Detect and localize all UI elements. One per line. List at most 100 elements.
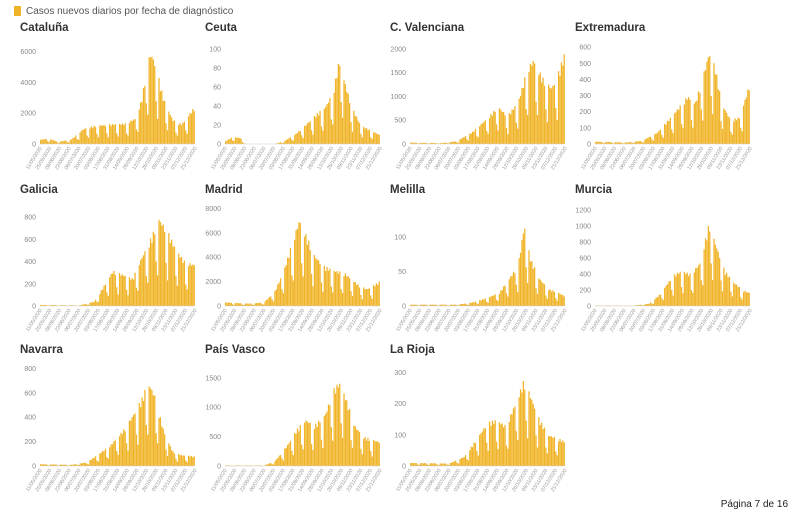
- chart-bar: [452, 304, 454, 306]
- chart-bar: [531, 260, 533, 306]
- chart-bar: [678, 273, 680, 306]
- chart-bar: [666, 120, 669, 144]
- chart-bar: [737, 287, 739, 306]
- chart-bar: [86, 135, 88, 144]
- chart-title: Melilla: [390, 184, 426, 196]
- chart-bar: [162, 428, 164, 466]
- chart-bar: [275, 459, 277, 466]
- chart-bar: [270, 296, 272, 306]
- chart-bar: [469, 302, 471, 306]
- chart-bar: [173, 120, 176, 144]
- chart-bar: [448, 143, 450, 144]
- chart-bar: [488, 297, 491, 306]
- chart-bar: [703, 249, 705, 306]
- chart-bar: [329, 268, 331, 306]
- chart-bar: [548, 290, 550, 306]
- chart-bar: [603, 143, 605, 144]
- chart-bar: [268, 297, 270, 306]
- chart-bar: [151, 243, 153, 306]
- chart-bar: [97, 461, 100, 466]
- chart-bar: [63, 464, 66, 466]
- chart-bar: [494, 112, 496, 144]
- chart-bar: [135, 434, 138, 466]
- chart-bar: [137, 444, 139, 466]
- chart-bar: [469, 450, 471, 466]
- chart-bar: [302, 276, 304, 306]
- chart-bar: [453, 304, 455, 306]
- chart-bar: [552, 290, 554, 306]
- y-tick-label: 1500: [205, 375, 221, 382]
- chart-bar: [688, 97, 690, 144]
- chart-bar: [460, 458, 462, 466]
- chart-bar: [138, 402, 140, 466]
- chart-bar: [720, 280, 722, 306]
- chart-bar: [410, 142, 412, 144]
- chart-bar: [654, 134, 656, 144]
- chart-bar: [617, 142, 619, 144]
- chart-bar: [90, 302, 92, 306]
- chart-bar: [291, 139, 293, 144]
- chart-bar: [665, 285, 667, 306]
- chart-bar: [370, 295, 372, 306]
- chart-bar: [140, 407, 142, 466]
- y-tick-label: 1500: [390, 70, 406, 77]
- chart-bar: [455, 141, 457, 144]
- chart-bar: [417, 143, 419, 144]
- chart-bar: [645, 138, 647, 144]
- chart-bar: [306, 244, 308, 306]
- chart-bar: [159, 91, 162, 144]
- chart-bar: [610, 142, 612, 144]
- chart-bar: [69, 305, 71, 306]
- chart-bar: [325, 413, 327, 466]
- chart-bar: [479, 434, 481, 466]
- chart-bar: [560, 441, 563, 466]
- chart-bar: [351, 447, 354, 466]
- chart-bar: [490, 113, 492, 144]
- chart-bar: [96, 301, 98, 306]
- chart-bar: [171, 239, 173, 306]
- chart-bar: [536, 114, 539, 144]
- chart-bar: [327, 102, 330, 144]
- chart-bar: [268, 463, 270, 466]
- y-tick-label: 0: [32, 304, 36, 311]
- chart-bar: [481, 123, 484, 144]
- chart-bar: [734, 284, 736, 306]
- chart-bar: [364, 437, 366, 466]
- chart-bar: [79, 463, 81, 466]
- chart-bar: [156, 118, 159, 144]
- chart-bar: [92, 302, 94, 306]
- chart-bar: [294, 239, 296, 306]
- chart-bar: [541, 281, 543, 306]
- chart-bar: [692, 127, 694, 144]
- chart-bar: [504, 424, 506, 466]
- y-tick-label: 600: [24, 237, 36, 244]
- chart-bar: [411, 304, 413, 306]
- chart-bar: [327, 270, 330, 306]
- chart-bar: [333, 388, 335, 466]
- chart-bar: [310, 130, 313, 144]
- chart-bar: [102, 289, 104, 306]
- chart-bar: [158, 219, 160, 306]
- chart-bar: [538, 278, 540, 306]
- chart-bar: [550, 291, 553, 306]
- chart-bar: [292, 280, 294, 306]
- chart-bar: [441, 304, 443, 306]
- chart-bar: [125, 289, 128, 306]
- chart-bar: [308, 122, 310, 144]
- chart-bar: [672, 132, 674, 144]
- chart-bar: [171, 450, 173, 466]
- chart-bar: [731, 296, 733, 306]
- chart-galicia: Galicia 0 200 400 600 800 11/05/2020 25/05/202…: [12, 184, 202, 334]
- chart-bar: [309, 250, 311, 306]
- chart-bar: [435, 142, 437, 144]
- chart-bar: [165, 449, 167, 466]
- chart-bar: [190, 265, 193, 306]
- chart-bar: [483, 428, 485, 466]
- chart-bar: [315, 423, 317, 466]
- chart-bar: [512, 408, 515, 466]
- chart-bar: [137, 290, 139, 306]
- chart-bar: [149, 57, 152, 144]
- chart-bar: [271, 464, 273, 466]
- chart-bar: [658, 295, 660, 306]
- chart-bar: [96, 133, 98, 144]
